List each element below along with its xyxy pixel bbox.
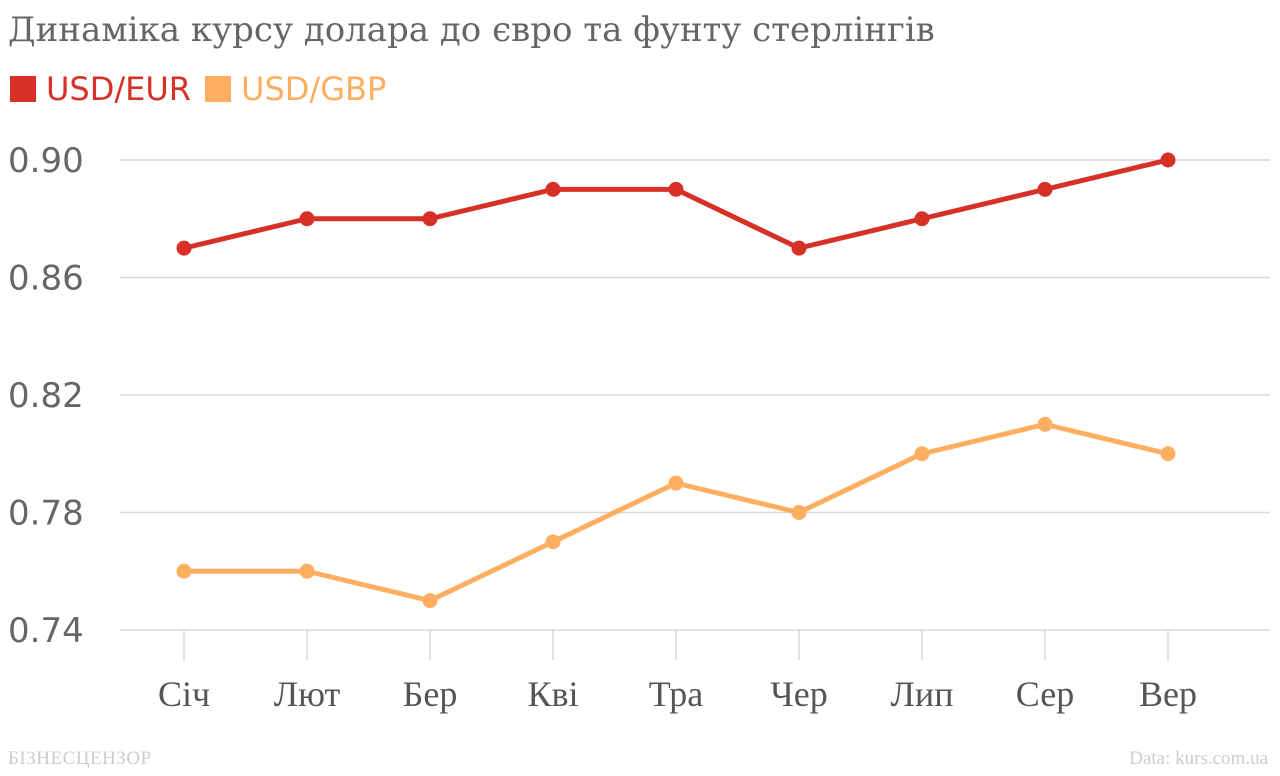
legend-item-gbp: USD/GBP bbox=[205, 70, 386, 108]
x-tick-label: Січ bbox=[158, 674, 210, 714]
data-point-1 bbox=[1160, 446, 1176, 462]
data-point-1 bbox=[299, 563, 315, 579]
y-tick-label: 0.82 bbox=[8, 376, 84, 416]
x-tick-label: Сер bbox=[1016, 674, 1074, 714]
y-tick-label: 0.86 bbox=[8, 259, 84, 299]
y-tick-label: 0.78 bbox=[8, 494, 84, 534]
x-tick-label: Лип bbox=[891, 674, 954, 714]
source-note: Data: kurs.com.ua bbox=[1129, 748, 1268, 769]
legend-swatch-gbp bbox=[205, 76, 232, 102]
data-point-1 bbox=[1037, 416, 1053, 432]
data-point-0 bbox=[422, 211, 438, 227]
data-point-1 bbox=[668, 475, 684, 491]
data-point-0 bbox=[545, 181, 561, 197]
data-point-1 bbox=[914, 446, 930, 462]
data-point-1 bbox=[791, 505, 807, 520]
x-tick-label: Лют bbox=[274, 674, 341, 714]
legend-item-eur: USD/EUR bbox=[10, 70, 191, 108]
legend-label-gbp: USD/GBP bbox=[241, 70, 387, 108]
x-tick-label: Чер bbox=[770, 674, 827, 714]
publisher-logo: БІЗНЕСЦЕНЗОР bbox=[8, 748, 152, 769]
data-point-0 bbox=[791, 240, 807, 256]
y-tick-label: 0.74 bbox=[8, 611, 84, 651]
x-tick-label: Тра bbox=[649, 674, 704, 714]
x-tick-label: Кві bbox=[527, 674, 578, 714]
data-point-0 bbox=[176, 240, 192, 256]
data-point-0 bbox=[299, 211, 315, 227]
chart-legend: USD/EUR USD/GBP bbox=[10, 70, 400, 108]
data-point-0 bbox=[1160, 152, 1176, 168]
y-tick-label: 0.90 bbox=[8, 141, 84, 181]
chart-title: Динаміка курсу долара до євро та фунту с… bbox=[8, 10, 935, 50]
legend-swatch-eur bbox=[10, 76, 36, 102]
data-point-1 bbox=[176, 563, 192, 579]
data-point-1 bbox=[422, 593, 438, 609]
data-point-0 bbox=[914, 211, 930, 227]
legend-label-eur: USD/EUR bbox=[46, 70, 192, 108]
x-tick-label: Вер bbox=[1139, 674, 1197, 714]
data-point-0 bbox=[1037, 181, 1053, 197]
x-tick-label: Бер bbox=[403, 674, 458, 714]
series-line-0 bbox=[181, 157, 1171, 251]
data-point-0 bbox=[668, 181, 684, 197]
data-point-1 bbox=[545, 534, 561, 550]
